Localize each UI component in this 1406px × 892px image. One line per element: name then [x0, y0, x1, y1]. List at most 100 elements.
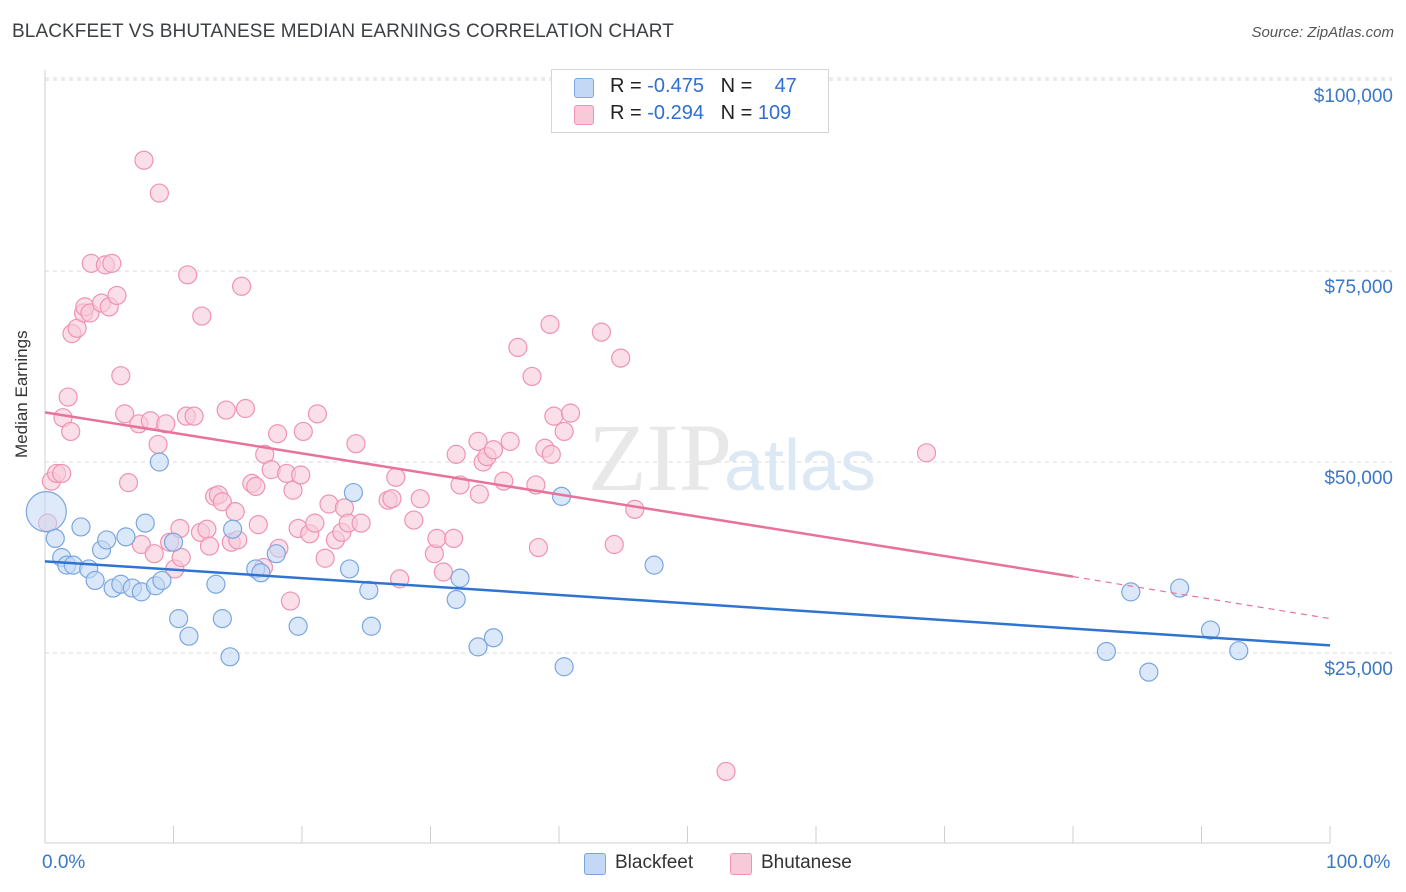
- watermark-zip: ZIP: [588, 404, 732, 511]
- blackfeet-point: [223, 519, 243, 539]
- bhutanese-point: [115, 404, 135, 424]
- bhutanese-point: [604, 534, 624, 555]
- bhutanese-point: [541, 444, 561, 464]
- bhutanese-point: [52, 463, 72, 484]
- legend-n-value: 109: [757, 102, 792, 124]
- bhutanese-point: [216, 400, 236, 420]
- blackfeet-point: [206, 574, 226, 594]
- watermark: ZIP atlas: [588, 404, 876, 511]
- bhutanese-point: [305, 513, 325, 533]
- bhutanese-point: [307, 404, 328, 424]
- blackfeet-point: [25, 491, 67, 533]
- bhutanese-point: [293, 421, 313, 442]
- legend-n-label: N =: [720, 102, 758, 124]
- bhutanese-trend-line: [44, 411, 1074, 578]
- legend-r-value: -0.475: [647, 75, 704, 97]
- bhutanese-point: [107, 285, 127, 306]
- bhutanese-point: [184, 406, 204, 426]
- bhutanese-point: [225, 502, 245, 522]
- blackfeet-point: [1170, 578, 1190, 598]
- legend-r-value: -0.294: [647, 102, 704, 124]
- blackfeet-point: [468, 637, 488, 657]
- bhutanese-point: [192, 306, 212, 326]
- blackfeet-point: [361, 616, 381, 636]
- blackfeet-point: [169, 609, 189, 629]
- legend-text-bhutanese: R = -0.294 N = 109: [610, 102, 791, 125]
- bhutanese-point: [148, 434, 168, 455]
- legend: R = -0.475 N = 47 R = -0.294 N = 109: [551, 69, 829, 133]
- blackfeet-point: [163, 532, 184, 552]
- blackfeet-point: [1121, 582, 1141, 602]
- bhutanese-point: [232, 276, 252, 296]
- bhutanese-point: [382, 489, 402, 509]
- bottom-legend-swatch-blackfeet: [584, 853, 606, 875]
- bhutanese-point: [483, 440, 504, 460]
- blackfeet-point: [644, 555, 664, 575]
- bhutanese-trend-extension: [1072, 576, 1331, 620]
- blackfeet-point: [212, 609, 232, 629]
- blackfeet-point: [343, 482, 363, 503]
- blackfeet-point: [1229, 641, 1249, 661]
- blackfeet-point: [446, 589, 466, 610]
- bhutanese-point: [199, 536, 220, 556]
- bottom-legend-swatch-bhutanese: [730, 853, 752, 875]
- bhutanese-point: [500, 431, 520, 451]
- bhutanese-point: [625, 499, 645, 519]
- axes: [44, 70, 1331, 844]
- bhutanese-point: [280, 591, 301, 611]
- bhutanese-point: [540, 314, 560, 335]
- blackfeet-point: [1139, 662, 1159, 682]
- bhutanese-point: [916, 443, 937, 463]
- bhutanese-point: [444, 528, 464, 549]
- legend-n-label: N =: [720, 75, 758, 97]
- bhutanese-point: [102, 253, 122, 273]
- blackfeet-point: [179, 626, 199, 646]
- bhutanese-point: [469, 484, 489, 504]
- bhutanese-point: [134, 150, 154, 170]
- bottom-legend-label-bhutanese: Bhutanese: [761, 852, 852, 873]
- blackfeet-point: [135, 513, 155, 533]
- bhutanese-point: [468, 431, 488, 451]
- bhutanese-point: [144, 544, 164, 564]
- bhutanese-point: [410, 489, 430, 509]
- blackfeet-point: [85, 570, 105, 591]
- blackfeet-point: [116, 527, 136, 547]
- y-tick-label-100000: $100,000: [1313, 86, 1393, 107]
- bhutanese-point: [197, 519, 217, 539]
- bhutanese-point: [522, 366, 542, 387]
- bhutanese-point: [716, 761, 736, 782]
- bhutanese-point: [433, 562, 453, 582]
- bhutanese-point: [111, 366, 131, 386]
- blackfeet-trend-line: [44, 560, 1331, 647]
- blackfeet-point: [1200, 620, 1221, 640]
- bhutanese-point: [591, 322, 612, 342]
- blackfeet-point: [71, 517, 91, 537]
- x-tick-label-max: 100.0%: [1326, 852, 1391, 873]
- blackfeet-point: [220, 647, 240, 667]
- bhutanese-point: [386, 467, 406, 487]
- bhutanese-point: [61, 421, 81, 442]
- legend-n-value: 47: [774, 75, 797, 97]
- blackfeet-point: [483, 628, 504, 648]
- bhutanese-point: [212, 492, 232, 512]
- bhutanese-point: [283, 480, 303, 500]
- blackfeet-point: [45, 528, 65, 549]
- bottom-legend-label-blackfeet: Blackfeet: [615, 852, 694, 873]
- bhutanese-point: [560, 403, 581, 423]
- blackfeet-point: [251, 563, 271, 583]
- bhutanese-point: [554, 421, 574, 442]
- trend-lines: [44, 411, 1331, 647]
- blackfeet-point: [266, 544, 286, 564]
- bhutanese-point: [58, 387, 78, 407]
- legend-r-label: R =: [610, 102, 648, 124]
- chart-title: BLACKFEET VS BHUTANESE MEDIAN EARNINGS C…: [12, 21, 674, 42]
- blackfeet-points: [25, 452, 1249, 682]
- blackfeet-point: [97, 530, 117, 550]
- bhutanese-point: [248, 515, 268, 535]
- bhutanese-point: [235, 398, 256, 419]
- bhutanese-point: [611, 348, 631, 368]
- y-tick-label-75000: $75,000: [1324, 277, 1393, 298]
- bhutanese-point: [118, 473, 139, 493]
- bhutanese-point: [267, 424, 288, 444]
- y-tick-label-25000: $25,000: [1324, 659, 1393, 680]
